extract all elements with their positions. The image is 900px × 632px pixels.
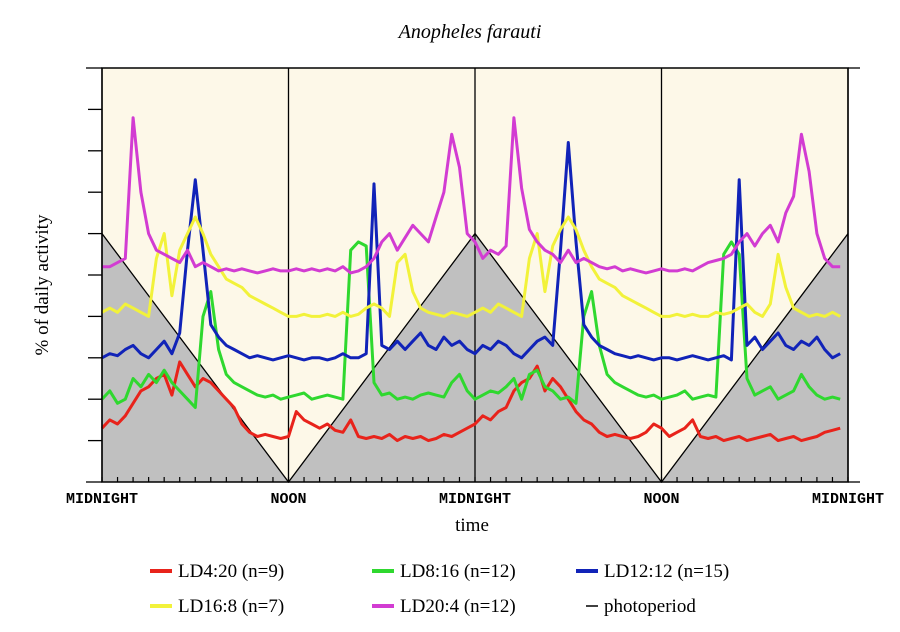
x-tick-label: MIDNIGHT	[439, 491, 511, 508]
plot-frame	[101, 67, 849, 483]
legend: LD4:20 (n=9) LD8:16 (n=12) LD12:12 (n=15) L…	[150, 561, 729, 617]
legend-label: photoperiod	[604, 596, 696, 617]
legend-label: LD8:16 (n=12)	[400, 561, 516, 582]
series-line	[100, 360, 841, 443]
legend-label: LD4:20 (n=9)	[178, 561, 284, 582]
x-axis-label: time	[455, 515, 489, 536]
chart-title: Anopheles farauti	[397, 21, 542, 43]
x-tick-label: MIDNIGHT	[66, 491, 138, 508]
x-tick-label: MIDNIGHT	[812, 491, 884, 508]
series-line	[101, 141, 841, 362]
legend-label: LD16:8 (n=7)	[178, 596, 284, 617]
series-line	[102, 116, 841, 275]
legend-label: LD12:12 (n=15)	[604, 561, 729, 582]
legend-label: LD20:4 (n=12)	[400, 596, 516, 617]
y-axis-label: % of daily activity	[32, 214, 53, 355]
series-line	[100, 240, 841, 409]
x-tick-label: NOON	[270, 491, 306, 508]
plot-area: MIDNIGHT NOON MIDNIGHT NOON MIDNIGHT	[66, 67, 884, 508]
series-line	[101, 215, 841, 318]
x-tick-label: NOON	[643, 491, 679, 508]
